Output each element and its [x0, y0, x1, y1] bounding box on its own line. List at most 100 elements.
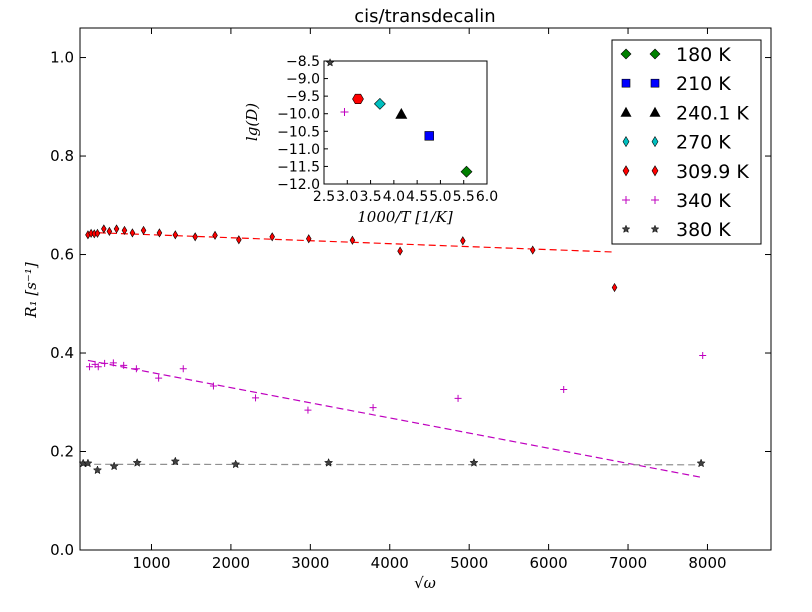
data-point	[121, 225, 128, 235]
legend-marker	[649, 106, 661, 117]
data-point	[83, 458, 93, 468]
x-tick-label: 7000	[609, 554, 647, 572]
data-point	[212, 230, 218, 240]
legend: 180 K 210 K 240.1 K 270 K 309.9 K 340 K 380 K	[620, 44, 749, 241]
legend-marker	[620, 106, 632, 117]
data-point	[560, 385, 568, 393]
data-point	[179, 365, 187, 373]
fit-line	[87, 359, 703, 479]
x-tick-label: 5000	[450, 554, 488, 572]
legend-entry: 210 K	[621, 73, 731, 95]
data-point	[132, 365, 140, 373]
data-point	[397, 246, 403, 256]
data-point	[155, 374, 163, 382]
inset-data-point	[460, 165, 473, 178]
inset-data-point	[325, 58, 335, 67]
inset-x-tick-label: 4.0	[383, 189, 405, 205]
data-point	[349, 235, 356, 245]
legend-marker	[650, 78, 660, 88]
legend-label: 270 K	[676, 132, 731, 154]
legend-marker	[620, 48, 632, 60]
data-point	[94, 363, 102, 371]
data-point	[305, 234, 312, 244]
data-point	[101, 224, 107, 234]
y-tick-label: 0.0	[50, 541, 74, 559]
data-point	[611, 282, 618, 293]
data-point	[269, 232, 275, 242]
legend-box	[611, 39, 762, 245]
legend-label: 380 K	[676, 219, 731, 241]
inset-y-tick-label: −9.0	[286, 72, 320, 88]
y-axis-label: R₁ [s⁻¹]	[22, 262, 40, 319]
legend-label: 309.9 K	[676, 161, 749, 183]
x-tick-label: 6000	[530, 554, 568, 572]
data-point	[132, 457, 142, 467]
legend-label: 180 K	[676, 44, 731, 66]
inset-x-tick-label: 5.0	[429, 189, 451, 205]
y-tick-label: 1.0	[50, 49, 74, 67]
data-point	[696, 458, 706, 468]
legend-entry: 380 K	[621, 219, 731, 241]
inset-y-tick-label: −10.5	[277, 124, 320, 140]
legend-label: 340 K	[676, 190, 731, 212]
data-point	[109, 359, 117, 367]
data-point	[101, 359, 109, 367]
data-point	[454, 394, 462, 402]
legend-marker	[622, 196, 630, 204]
y-tick-label: 0.8	[50, 147, 74, 165]
data-point	[529, 245, 536, 255]
data-point	[192, 232, 198, 242]
x-tick-label: 8000	[688, 554, 726, 572]
legend-entry: 309.9 K	[622, 161, 749, 183]
inset-x-tick-label: 3.0	[336, 189, 358, 205]
legend-marker	[649, 48, 661, 60]
inset-x-tick-label: 5.5	[453, 189, 475, 205]
data-point	[699, 351, 707, 359]
inset-x-tick-label: 3.5	[359, 189, 381, 205]
legend-entry: 340 K	[622, 190, 731, 212]
data-point	[109, 461, 119, 471]
inset-data-points	[325, 58, 473, 178]
data-point	[252, 394, 260, 402]
data-point	[369, 404, 377, 412]
data-point	[140, 225, 147, 235]
inset-data-point	[424, 131, 434, 141]
y-tick-label: 0.2	[50, 443, 74, 461]
inset-plot-area	[323, 60, 488, 185]
legend-marker	[622, 165, 630, 177]
inset-y-tick-label: −11.0	[277, 142, 320, 158]
legend-marker	[651, 196, 659, 204]
legend-marker	[622, 136, 630, 148]
legend-marker	[650, 224, 660, 233]
data-point	[172, 230, 179, 240]
legend-entry: 180 K	[620, 44, 731, 66]
inset-x-tick-label: 6.0	[476, 189, 498, 205]
inset-x-axis-label: 1000/T [1/K]	[357, 208, 453, 226]
fit-lines	[83, 231, 703, 479]
x-tick-label: 4000	[371, 554, 409, 572]
legend-entry: 240.1 K	[620, 102, 749, 124]
main-axis-ticks: 1000 2000 3000 4000 5000 6000 7000 8000 0.0 0.2 0.…	[50, 28, 771, 572]
inset-y-axis-label: lg(D)	[243, 103, 261, 141]
data-point	[92, 465, 103, 475]
inset-y-tick-label: −11.5	[277, 159, 320, 175]
inset-data-point	[352, 93, 364, 105]
inset-data-point	[395, 107, 408, 119]
data-point	[86, 363, 94, 371]
data-point	[469, 457, 479, 467]
inset-y-tick-label: −10.0	[277, 107, 320, 123]
data-point	[170, 456, 180, 466]
data-point	[156, 228, 163, 238]
data-point	[231, 459, 241, 469]
data-point	[106, 226, 113, 236]
legend-label: 210 K	[676, 73, 731, 95]
inset-x-tick-label: 4.5	[406, 189, 428, 205]
x-axis-label: √ω	[414, 574, 436, 592]
y-tick-label: 0.4	[50, 344, 74, 362]
x-tick-label: 3000	[291, 554, 329, 572]
legend-marker	[621, 224, 631, 233]
data-point	[113, 224, 120, 234]
data-point	[129, 228, 136, 238]
data-point	[460, 236, 466, 246]
